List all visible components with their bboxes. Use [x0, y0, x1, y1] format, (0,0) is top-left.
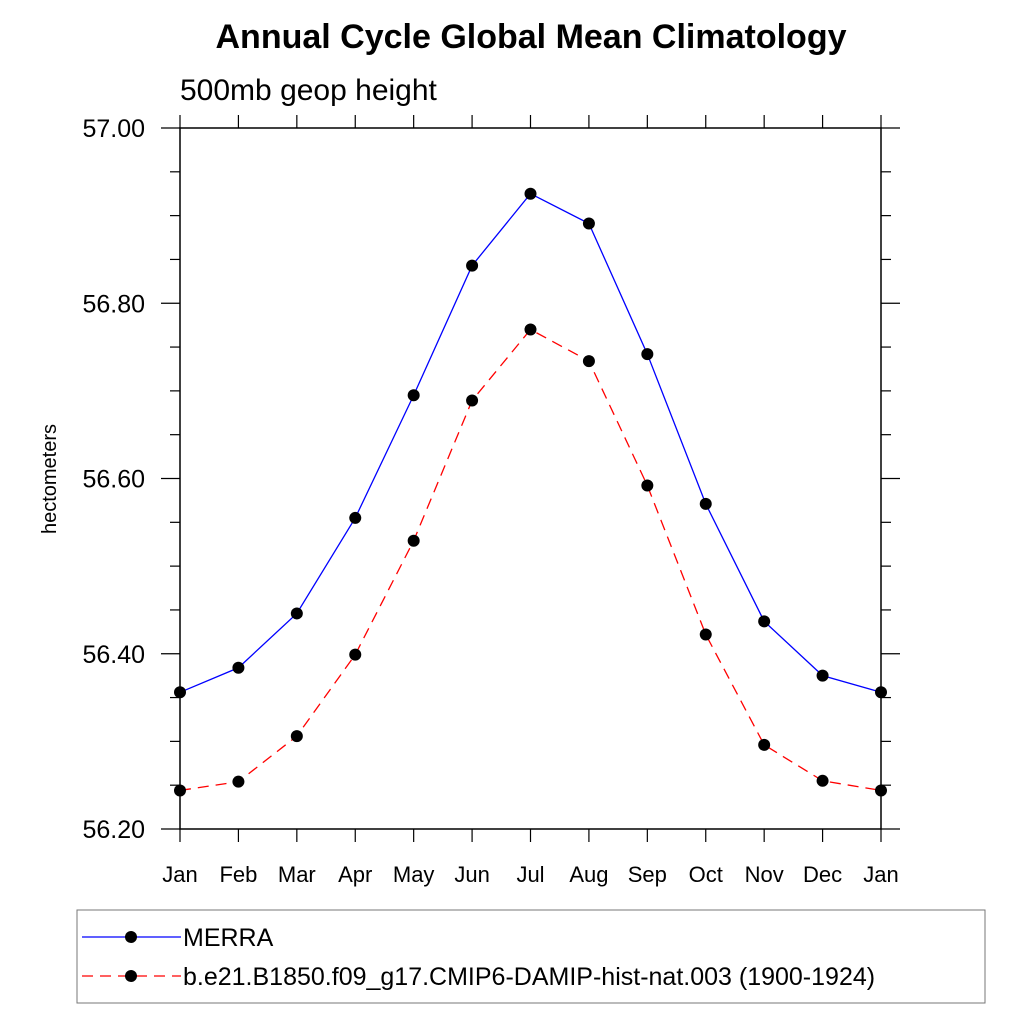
- axis-ticks: [161, 115, 900, 842]
- x-tick-label: Oct: [689, 862, 723, 887]
- series-2-point: [466, 394, 479, 407]
- y-tick-label: 56.60: [82, 466, 145, 494]
- series-line-1: [179, 192, 882, 693]
- series-2-point: [524, 323, 537, 336]
- series-1-point: [174, 686, 186, 699]
- x-tick-label: Apr: [338, 862, 372, 887]
- series-line-2: [179, 328, 882, 792]
- x-tick-label: Dec: [803, 862, 842, 887]
- series-2-point: [290, 730, 303, 743]
- series-2-point: [232, 775, 245, 788]
- legend-marker-1: [125, 931, 137, 943]
- series-2-point: [407, 534, 420, 547]
- series-1-point: [349, 511, 362, 524]
- x-tick-label: Jan: [863, 862, 898, 887]
- legend-label-1: MERRA: [183, 924, 274, 952]
- series-2-point: [699, 628, 712, 641]
- data-series: [174, 187, 887, 797]
- legend-marker-2: [125, 970, 137, 982]
- series-2-point: [174, 784, 186, 797]
- series-1-point: [524, 187, 537, 200]
- legend-label-2: b.e21.B1850.f09_g17.CMIP6-DAMIP-hist-nat…: [183, 963, 875, 991]
- y-tick-label: 56.20: [82, 816, 145, 844]
- series-1-point: [407, 389, 420, 402]
- series-1-point: [816, 669, 829, 682]
- series-1-point: [641, 348, 654, 361]
- y-axis-label: hectometers: [39, 424, 61, 534]
- x-tick-label: Jul: [516, 862, 544, 887]
- series-2-point: [349, 648, 362, 661]
- series-2-point: [758, 738, 771, 751]
- series-1-point: [582, 217, 595, 230]
- x-tick-label: Sep: [628, 862, 667, 887]
- series-1-point: [758, 615, 771, 628]
- x-tick-label: Nov: [745, 862, 784, 887]
- x-tick-label: May: [393, 862, 435, 887]
- chart-title: Annual Cycle Global Mean Climatology: [216, 18, 847, 56]
- axis-tick-labels: Jan Feb Mar Apr May Jun Jul Aug Sep Oct Nov Dec Jan 5…: [82, 115, 898, 887]
- legend-box: [76, 909, 986, 1004]
- series-2-point: [816, 774, 829, 787]
- x-tick-label: Jan: [162, 862, 197, 887]
- x-tick-label: Aug: [569, 862, 608, 887]
- y-tick-label: 56.80: [82, 290, 145, 318]
- chart-subtitle: 500mb geop height: [180, 74, 438, 107]
- y-tick-label: 57.00: [82, 115, 145, 143]
- series-2-point: [875, 784, 887, 797]
- series-1-point: [466, 259, 479, 272]
- series-2-point: [641, 479, 654, 492]
- x-tick-label: Feb: [219, 862, 257, 887]
- series-2-point: [582, 355, 595, 368]
- x-tick-label: Mar: [278, 862, 316, 887]
- plot-frame: [179, 127, 882, 830]
- series-1-point: [290, 607, 303, 620]
- legend: MERRA b.e21.B1850.f09_g17.CMIP6-DAMIP-his…: [82, 924, 875, 991]
- y-tick-label: 56.40: [82, 641, 145, 669]
- series-1-point: [699, 497, 712, 510]
- series-1-point: [232, 661, 245, 674]
- x-tick-label: Jun: [454, 862, 489, 887]
- series-1-point: [875, 686, 887, 699]
